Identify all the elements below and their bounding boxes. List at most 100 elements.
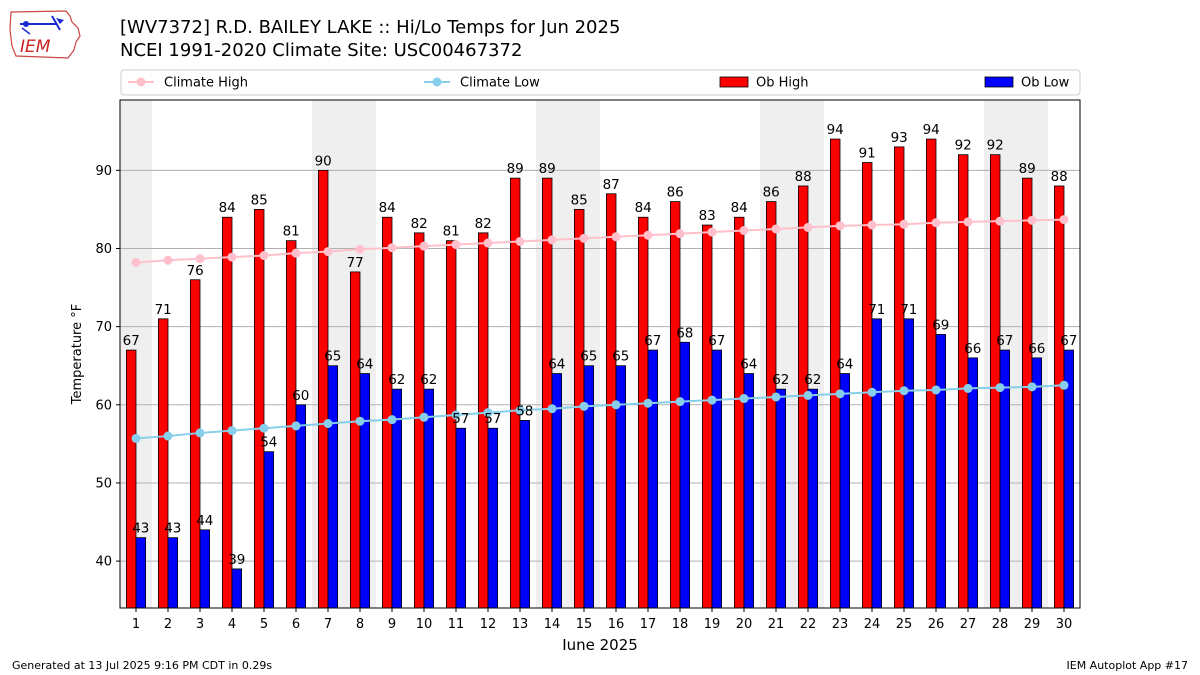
climate-low-point-20 [739, 394, 749, 404]
ob-low-bar-11 [455, 427, 467, 609]
climate-high-point-7 [323, 247, 333, 257]
ob-low-label-24: 71 [868, 302, 885, 318]
ob-high-bar-21 [766, 201, 777, 609]
climate-high-point-29 [1027, 215, 1037, 225]
ob-low-label-17: 67 [644, 333, 661, 349]
climate-low-point-19 [707, 395, 717, 405]
legend-label-climate-high: Climate High [164, 76, 248, 91]
climate-low-point-23 [835, 389, 845, 399]
x-tick-label-15: 15 [576, 617, 593, 632]
climate-high-point-15 [579, 233, 589, 243]
climate-high-point-4 [227, 252, 237, 262]
ob-high-bar-20 [734, 216, 745, 609]
climate-low-point-6 [291, 421, 301, 431]
x-tick-label-22: 22 [800, 617, 817, 632]
legend-label-climate-low: Climate Low [460, 76, 540, 91]
ob-low-label-11: 57 [452, 411, 469, 427]
ob-high-label-26: 94 [923, 122, 940, 138]
climate-low-point-9 [387, 415, 397, 425]
climate-low-point-2 [163, 431, 173, 441]
ob-high-label-30: 88 [1051, 169, 1068, 185]
ob-high-label-28: 92 [987, 138, 1004, 154]
climate-low-point-15 [579, 401, 589, 411]
ob-high-bar-19 [702, 224, 713, 609]
ob-low-label-15: 65 [580, 349, 597, 365]
ob-low-bar-24 [871, 318, 883, 609]
y-tick-label-80: 80 [95, 242, 112, 257]
climate-high-point-3 [195, 254, 205, 264]
x-tick-label-21: 21 [768, 617, 785, 632]
generated-timestamp: Generated at 13 Jul 2025 9:16 PM CDT in … [12, 659, 273, 672]
ob-low-label-22: 62 [804, 372, 821, 388]
climate-low-point-26 [931, 385, 941, 395]
x-tick-label-10: 10 [416, 617, 433, 632]
ob-low-bar-29 [1031, 357, 1043, 609]
ob-high-label-9: 84 [379, 200, 396, 216]
climate-high-point-10 [419, 241, 429, 251]
app-credit: IEM Autoplot App #17 [1066, 659, 1189, 672]
ob-low-label-25: 71 [900, 302, 917, 318]
x-tick-label-19: 19 [704, 617, 721, 632]
ob-low-label-28: 67 [996, 333, 1013, 349]
ob-high-label-20: 84 [731, 200, 748, 216]
ob-low-bar-13 [519, 420, 531, 609]
x-tick-label-12: 12 [480, 617, 497, 632]
ob-low-bar-26 [935, 334, 947, 609]
ob-high-label-6: 81 [283, 224, 300, 240]
x-tick-label-16: 16 [608, 617, 625, 632]
ob-low-label-16: 65 [612, 349, 629, 365]
ob-low-bar-15 [583, 365, 595, 609]
ob-low-label-18: 68 [676, 325, 693, 341]
legend-swatch-ob-low [984, 76, 1014, 88]
ob-high-bar-26 [926, 138, 937, 609]
ob-high-label-14: 89 [539, 161, 556, 177]
climate-low-point-14 [547, 404, 557, 414]
ob-high-label-24: 91 [859, 146, 876, 162]
x-tick-label-2: 2 [164, 617, 172, 632]
climate-high-point-20 [739, 226, 749, 236]
x-tick-label-29: 29 [1024, 617, 1041, 632]
ob-low-bar-27 [967, 357, 979, 609]
climate-high-point-27 [963, 217, 973, 227]
legend-marker-climate-low [432, 77, 442, 87]
ob-low-label-5: 54 [260, 435, 277, 451]
ob-low-bar-22 [807, 388, 819, 609]
y-tick-label-60: 60 [95, 398, 112, 413]
ob-high-label-21: 86 [763, 185, 780, 201]
legend: Climate High Climate Low Ob High Ob Low [120, 69, 1081, 96]
ob-low-bar-19 [711, 349, 723, 609]
climate-high-point-25 [899, 219, 909, 229]
ob-high-label-27: 92 [955, 138, 972, 154]
x-tick-label-26: 26 [928, 617, 945, 632]
ob-high-label-16: 87 [603, 177, 620, 193]
ob-low-bar-4 [231, 568, 243, 609]
ob-low-bar-5 [263, 451, 275, 609]
climate-low-point-29 [1027, 382, 1037, 392]
ob-low-label-27: 66 [964, 341, 981, 357]
ob-high-bar-5 [253, 209, 265, 609]
ob-low-label-19: 67 [708, 333, 725, 349]
climate-high-point-2 [163, 255, 173, 265]
ob-low-label-6: 60 [292, 388, 309, 404]
climate-high-point-26 [931, 218, 941, 228]
ob-low-label-20: 64 [740, 357, 757, 373]
legend-swatch-ob-high [719, 76, 749, 88]
ob-low-label-9: 62 [388, 372, 405, 388]
ob-low-bar-12 [487, 427, 499, 609]
climate-low-point-3 [195, 428, 205, 438]
ob-high-label-25: 93 [891, 130, 908, 146]
ob-low-bar-7 [327, 365, 339, 609]
ob-low-label-4: 39 [228, 552, 245, 568]
climate-low-point-27 [963, 383, 973, 393]
ob-high-label-1: 67 [123, 333, 140, 349]
ob-high-bar-8 [349, 271, 361, 609]
x-tick-label-27: 27 [960, 617, 977, 632]
ob-high-label-2: 71 [155, 302, 172, 318]
x-tick-label-3: 3 [196, 617, 204, 632]
ob-low-label-13: 58 [516, 403, 533, 419]
ob-high-label-13: 89 [507, 161, 524, 177]
x-axis-label: June 2025 [561, 636, 638, 650]
ob-low-label-30: 67 [1060, 333, 1077, 349]
climate-low-point-5 [259, 423, 269, 433]
